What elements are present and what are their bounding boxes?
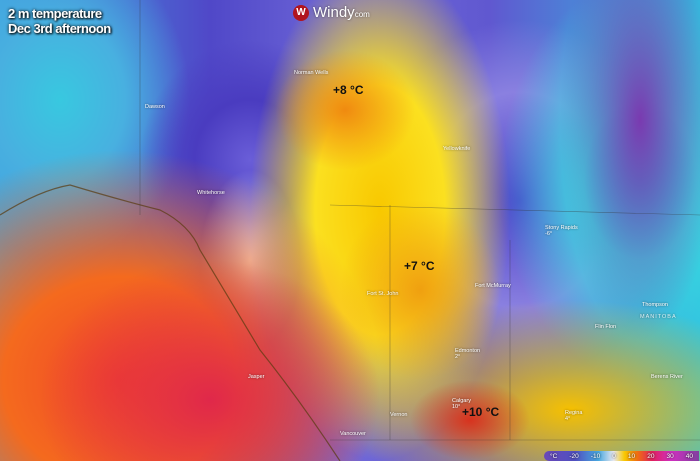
map-subtitle: Dec 3rd afternoon (8, 21, 111, 36)
city-label: Stony Rapids -6° (545, 225, 578, 237)
map-title: 2 m temperature (8, 6, 102, 21)
city-label: Norman Wells (294, 70, 329, 76)
temperature-legend: °C -20 -10 0 10 20 30 40 (544, 451, 699, 461)
city-label: Calgary 10° (452, 398, 471, 410)
logo-text: Windy (313, 4, 355, 21)
city-label: Jasper (248, 374, 265, 380)
legend-tick: 10 (627, 452, 636, 460)
city-label: Yellowknife (443, 146, 471, 152)
city-label: Fort McMurray (475, 283, 511, 289)
city-label: Regina 4° (565, 410, 583, 422)
windy-logo-icon: W (293, 4, 309, 21)
annotation-temp: +7 °C (404, 259, 435, 273)
city-label: Dawson (145, 104, 165, 110)
annotation-temp: +10 °C (462, 405, 500, 419)
logo-suffix: com (354, 10, 370, 19)
city-label: Whitehorse (197, 190, 225, 196)
annotation-temp: +8 °C (333, 83, 364, 97)
city-label: Vancouver (340, 431, 366, 437)
legend-unit: °C (550, 452, 558, 460)
legend-tick: -10 (590, 452, 601, 460)
region-label: MANITOBA (640, 314, 677, 320)
legend-tick: 0 (612, 452, 616, 460)
city-label: Flin Flon (595, 324, 617, 330)
city-label: Berens River (651, 374, 683, 380)
city-label: Fort St. John (367, 291, 399, 297)
legend-tick: 30 (666, 452, 674, 460)
legend-tick: 20 (647, 452, 655, 460)
city-label: Edmonton 2° (455, 348, 481, 360)
city-label: Vernon (390, 412, 408, 418)
windy-logo: W Windycom (293, 4, 370, 21)
city-label: Thompson (642, 302, 668, 308)
legend-tick: 40 (685, 452, 693, 460)
legend-tick: -20 (569, 452, 579, 460)
